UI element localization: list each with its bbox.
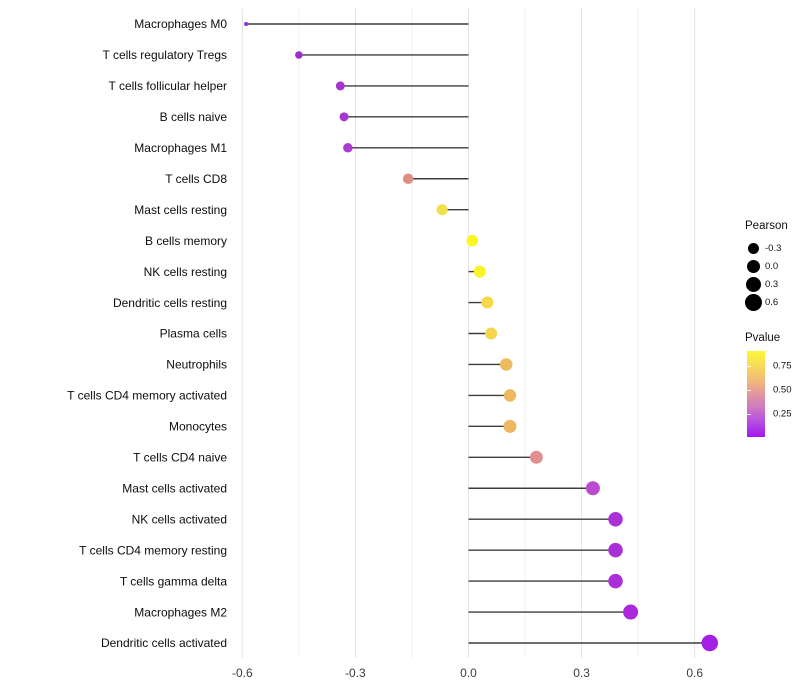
pearson-legend-label: 0.3 [765, 278, 779, 290]
lollipop-dot [608, 542, 623, 558]
lollipop-dot [402, 173, 414, 184]
x-axis-tick-label: 0.6 [686, 666, 703, 680]
lollipop-dot [485, 327, 498, 340]
y-axis-label: Macrophages M1 [134, 141, 227, 155]
lollipop-dot [343, 143, 353, 153]
y-axis-label: Macrophages M0 [134, 17, 227, 31]
lollipop-dot [335, 81, 345, 91]
lollipop-dot [339, 112, 349, 122]
pvalue-gradient-tick [747, 413, 751, 415]
pearson-size-legend: Pearson -0.3 0.0 0.3 0.6 [741, 220, 800, 312]
y-axis-label: B cells naive [160, 110, 228, 124]
lollipop-dot [529, 450, 543, 464]
pearson-legend-label: 0.6 [765, 297, 779, 309]
lollipop-dot [701, 634, 719, 652]
y-axis-label: B cells memory [145, 234, 227, 248]
y-axis-label: Dendritic cells activated [101, 636, 227, 650]
pvalue-gradient-label: 0.25 [773, 408, 792, 420]
pearson-legend-entry: 0.3 [741, 275, 800, 293]
pvalue-gradient-tick [747, 365, 751, 367]
y-axis-label: T cells gamma delta [120, 574, 227, 588]
pvalue-gradient-label: 0.50 [773, 384, 792, 396]
pearson-legend-dot [746, 259, 760, 273]
pearson-legend-dot [745, 276, 761, 292]
y-axis-label: T cells regulatory Tregs [103, 48, 228, 62]
y-axis-label: T cells CD4 memory activated [67, 389, 227, 403]
y-axis-label: T cells follicular helper [109, 79, 228, 93]
lollipop-dot [466, 234, 479, 247]
y-axis-label: Macrophages M2 [134, 605, 227, 619]
pearson-legend-entry: 0.6 [741, 294, 800, 312]
pvalue-gradient-label: 0.75 [773, 360, 792, 372]
pearson-legend-dot-cell [741, 294, 765, 312]
pearson-legend-entries: -0.3 0.0 0.3 0.6 [741, 239, 800, 312]
y-axis-label: T cells CD4 memory resting [79, 543, 227, 557]
lollipop-dot [585, 481, 600, 496]
y-axis-label: T cells CD8 [165, 172, 227, 186]
pvalue-gradient-bar [747, 351, 765, 437]
lollipop-dot [295, 51, 303, 59]
y-axis-label: Dendritic cells resting [113, 296, 227, 310]
y-axis-label: T cells CD4 naive [133, 451, 227, 465]
pvalue-color-legend: Pvalue 0.75 0.50 0.25 [741, 332, 800, 437]
pearson-legend-entry: -0.3 [741, 239, 800, 257]
x-axis-tick-label: -0.6 [232, 666, 253, 680]
pearson-legend-dot [747, 242, 759, 254]
pearson-legend-dot-cell [741, 242, 765, 254]
y-axis-label: Monocytes [169, 420, 227, 434]
y-axis-label: NK cells activated [132, 512, 227, 526]
pearson-legend-title: Pearson [745, 220, 788, 232]
x-axis-tick-label: 0.0 [460, 666, 477, 680]
lollipop-dot [499, 358, 513, 371]
lollipop-dot [436, 204, 448, 216]
pearson-legend-dot-cell [741, 259, 765, 273]
lollipop-dot [244, 22, 249, 26]
x-axis-tick-label: -0.3 [345, 666, 366, 680]
pearson-legend-dot [744, 294, 762, 312]
pearson-legend-label: -0.3 [765, 242, 782, 254]
y-axis-label: NK cells resting [144, 265, 227, 279]
pearson-legend-entry: 0.0 [741, 257, 800, 275]
lollipop-dot [503, 389, 517, 402]
lollipop-dot [473, 265, 486, 278]
pearson-legend-label: 0.0 [765, 260, 779, 272]
y-axis-label: Mast cells activated [122, 481, 227, 495]
y-axis-label: Plasma cells [160, 327, 227, 341]
x-axis-tick-label: 0.3 [573, 666, 590, 680]
lollipop-dot [608, 573, 623, 589]
lollipop-dot [623, 604, 639, 620]
lollipop-dot [503, 419, 517, 433]
y-axis-label: Mast cells resting [134, 203, 227, 217]
pvalue-gradient-tick [747, 389, 751, 391]
lollipop-dot [608, 511, 623, 527]
pearson-legend-dot-cell [741, 276, 765, 292]
y-axis-label: Neutrophils [166, 358, 227, 372]
pvalue-gradient-wrap: 0.75 0.50 0.25 [747, 351, 800, 437]
lollipop-dot [481, 296, 494, 309]
pvalue-legend-title: Pvalue [745, 332, 781, 344]
